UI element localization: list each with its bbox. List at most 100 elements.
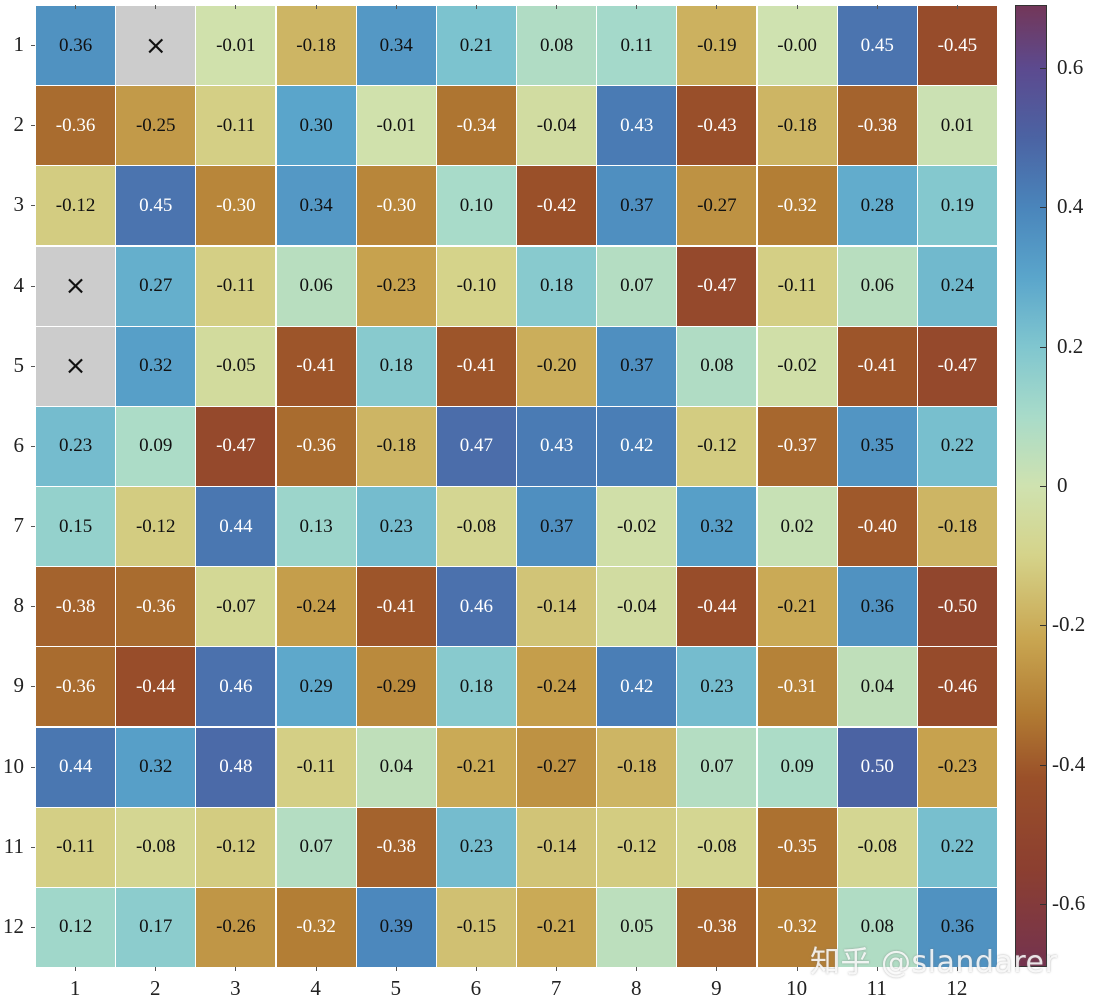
cell-value-label: -0.15 (456, 916, 497, 938)
heatmap-cell: 0.18 (435, 646, 517, 728)
cell-value-label: 0.46 (459, 595, 494, 617)
heatmap-cell: 0.36 (916, 886, 998, 968)
heatmap-cell: 0.45 (836, 5, 918, 87)
cell-value-label: 0.28 (860, 194, 894, 216)
heatmap-cell: -0.23 (355, 245, 437, 327)
cell-value-label: -0.18 (616, 756, 657, 778)
cell-value-label: 0.13 (299, 515, 333, 537)
x-tick-label: 9 (711, 976, 722, 1000)
heatmap-cell: 0.35 (836, 405, 918, 487)
cell-value-label: 0.44 (58, 756, 93, 778)
heatmap-cell: 0.34 (275, 165, 357, 247)
heatmap-cell: -0.47 (916, 325, 998, 407)
cell-value-label: -0.41 (456, 355, 497, 377)
cell-value-label: -0.21 (536, 916, 577, 938)
heatmap-cell: × (35, 325, 117, 407)
cell-value-label: -0.02 (777, 355, 817, 377)
cell-value-label: 0.04 (379, 756, 413, 778)
cell-value-label: -0.02 (616, 515, 657, 537)
heatmap-cell: 0.04 (836, 646, 918, 728)
heatmap-cell: 0.39 (355, 886, 437, 968)
heatmap-cell: -0.14 (516, 566, 598, 648)
heatmap-cell: -0.02 (596, 486, 678, 568)
y-tick-label: 3 (13, 192, 25, 217)
x-tick-label: 11 (866, 976, 887, 1000)
missing-value-x-icon: × (144, 30, 167, 61)
heatmap-cell: 0.46 (435, 566, 517, 648)
cell-value-label: 0.43 (539, 435, 574, 457)
heatmap-cell: × (35, 245, 117, 327)
heatmap-cell: -0.01 (195, 5, 277, 87)
heatmap-cell: 0.22 (916, 806, 998, 888)
cell-value-label: 0.37 (620, 355, 654, 377)
cell-value-label: 0.08 (539, 34, 574, 56)
y-tick-label: 2 (13, 112, 25, 137)
heatmap-cell: 0.48 (195, 726, 277, 808)
colorbar-tick-label: -0.4 (1052, 751, 1086, 776)
x-tick-mark (636, 5, 638, 9)
y-tick-label: 10 (3, 753, 24, 778)
cell-value-label: 0.09 (139, 435, 173, 457)
heatmap-cell: -0.32 (756, 886, 838, 968)
cell-value-label: -0.41 (296, 355, 336, 377)
cell-value-label: 0.34 (379, 34, 413, 56)
x-tick-label: 2 (150, 976, 161, 1000)
heatmap-cell: 0.05 (596, 886, 678, 968)
cell-value-label: -0.12 (616, 836, 657, 858)
cell-value-label: 0.15 (58, 515, 93, 537)
cell-value-label: 0.06 (860, 275, 894, 297)
heatmap-cell: 0.29 (275, 646, 357, 728)
cell-value-label: 0.36 (940, 916, 975, 938)
x-tick-mark (155, 967, 157, 971)
y-tick-label: 1 (13, 32, 25, 57)
heatmap-cell: 0.12 (35, 886, 117, 968)
heatmap-cell: 0.17 (115, 886, 197, 968)
cell-value-label: -0.46 (937, 675, 978, 697)
cell-value-label: -0.36 (135, 595, 176, 617)
cell-value-label: -0.30 (216, 194, 256, 216)
cell-value-label: -0.43 (697, 114, 737, 136)
x-tick-mark (956, 967, 958, 971)
x-tick-mark (636, 967, 638, 971)
x-tick-label: 4 (310, 976, 321, 1000)
heatmap-cell: -0.40 (836, 486, 918, 568)
cell-value-label: -0.12 (697, 435, 737, 457)
x-tick-mark (716, 5, 718, 9)
heatmap-cell: 0.42 (596, 405, 678, 487)
heatmap-cell: 0.15 (35, 486, 117, 568)
heatmap-cell: -0.31 (756, 646, 838, 728)
heatmap-cell: -0.04 (596, 566, 678, 648)
heatmap-cell: 0.23 (35, 405, 117, 487)
cell-value-label: -0.19 (697, 34, 737, 56)
x-tick-label: 5 (390, 976, 402, 1000)
heatmap-cell: -0.36 (115, 566, 197, 648)
heatmap-cell: 0.01 (916, 85, 998, 167)
heatmap-cell: 0.19 (916, 165, 998, 247)
heatmap-cell: 0.45 (115, 165, 197, 247)
heatmap-cell: -0.20 (516, 325, 598, 407)
cell-value-label: -0.41 (857, 355, 898, 377)
heatmap-cell: -0.36 (35, 646, 117, 728)
cell-value-label: 0.07 (299, 836, 333, 858)
cell-value-label: 0.35 (860, 435, 894, 457)
heatmap-cell: -0.29 (355, 646, 437, 728)
cell-value-label: -0.18 (937, 515, 978, 537)
cell-value-label: 0.36 (860, 595, 894, 617)
cell-value-label: -0.08 (135, 836, 176, 858)
cell-value-label: -0.38 (55, 595, 96, 617)
heatmap-cell: -0.41 (836, 325, 918, 407)
y-tick-mark (31, 445, 35, 447)
cell-value-label: 0.29 (299, 675, 333, 697)
cell-value-label: 0.42 (620, 675, 654, 697)
x-tick-mark (75, 5, 77, 9)
cell-value-label: -0.45 (937, 34, 978, 56)
heatmap-cell: -0.04 (516, 85, 598, 167)
cell-value-label: 0.07 (620, 275, 654, 297)
heatmap-cell: 0.32 (115, 726, 197, 808)
cell-value-label: -0.08 (456, 515, 497, 537)
cell-value-label: -0.26 (216, 916, 256, 938)
heatmap-cell: -0.44 (115, 646, 197, 728)
cell-value-label: -0.44 (697, 595, 737, 617)
heatmap-cell: -0.30 (355, 165, 437, 247)
heatmap-cell: 0.11 (596, 5, 678, 87)
